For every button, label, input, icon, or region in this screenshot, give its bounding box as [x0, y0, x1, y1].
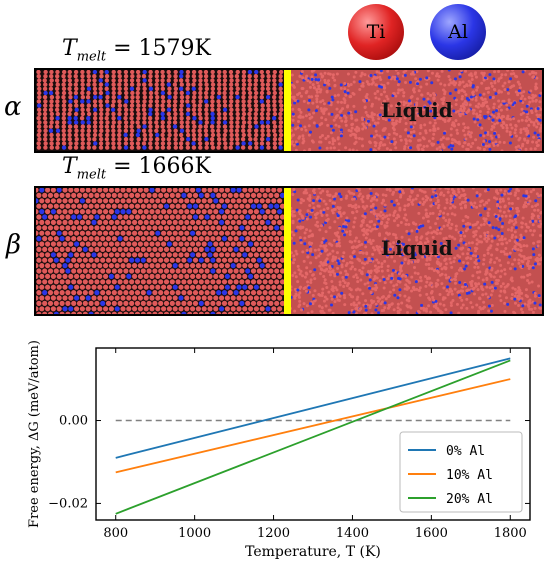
legend-entry: 0% Al [446, 444, 485, 459]
x-tick-label: 1400 [336, 526, 369, 541]
x-tick-label: 1000 [178, 526, 211, 541]
x-tick-label: 1200 [257, 526, 290, 541]
y-axis-label: Free energy, ΔG (meV/atom) [27, 340, 42, 528]
series-line-1 [115, 357, 511, 459]
tmelt-symbol: T [62, 154, 77, 179]
free-energy-chart: 800 1000 1200 1400 1600 1800 −0.02 0.00 Temperat… [27, 340, 531, 560]
series-line-3 [115, 359, 511, 515]
legend-entry: 10% Al [446, 468, 493, 483]
al-atom-legend-icon: Al [430, 4, 486, 60]
tmelt-subscript: melt [76, 49, 107, 65]
alpha-liquid-label: Liquid [381, 98, 453, 122]
beta-atom-image [36, 188, 542, 314]
beta-melting-temperature: Tmelt = 1666K [62, 154, 211, 182]
legend-box [399, 431, 523, 513]
tmelt-value: = 1666K [106, 154, 211, 179]
atom-texture [36, 188, 542, 314]
alpha-md-snapshot: Liquid [34, 68, 544, 153]
y-tick-label: −0.02 [48, 496, 88, 511]
ti-atom-legend-icon: Ti [348, 4, 404, 60]
alpha-atom-image [36, 70, 542, 151]
atom-texture [36, 70, 542, 151]
alpha-melting-temperature: Tmelt = 1579K [62, 36, 211, 64]
solid-liquid-interface [284, 70, 291, 151]
ti-atom-label: Ti [366, 21, 386, 43]
x-tick-label: 800 [103, 526, 128, 541]
solid-liquid-interface [284, 188, 291, 314]
legend-entry: 20% Al [446, 492, 493, 507]
beta-md-snapshot: Liquid [34, 186, 544, 316]
beta-phase-label: β [6, 230, 22, 260]
tmelt-symbol: T [62, 36, 77, 61]
chart-legend: 0% Al 10% Al 20% Al [399, 431, 523, 513]
beta-liquid-label: Liquid [381, 236, 453, 260]
al-atom-label: Al [448, 21, 468, 43]
tmelt-subscript: melt [76, 167, 107, 183]
y-tick-label: 0.00 [59, 414, 88, 429]
series-line-2 [115, 378, 511, 474]
x-tick-label: 1800 [494, 526, 527, 541]
alpha-phase-label: α [4, 92, 22, 122]
x-tick-label: 1600 [415, 526, 448, 541]
x-axis-label: Temperature, T (K) [245, 544, 381, 560]
plot-frame [95, 347, 531, 521]
tmelt-value: = 1579K [106, 36, 211, 61]
